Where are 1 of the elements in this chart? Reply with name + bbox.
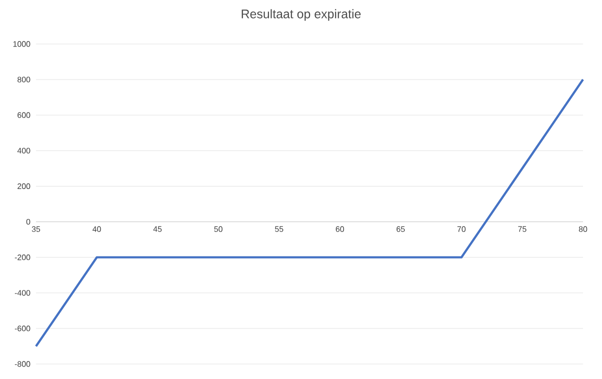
chart-title: Resultaat op expiratie — [242, 9, 361, 21]
